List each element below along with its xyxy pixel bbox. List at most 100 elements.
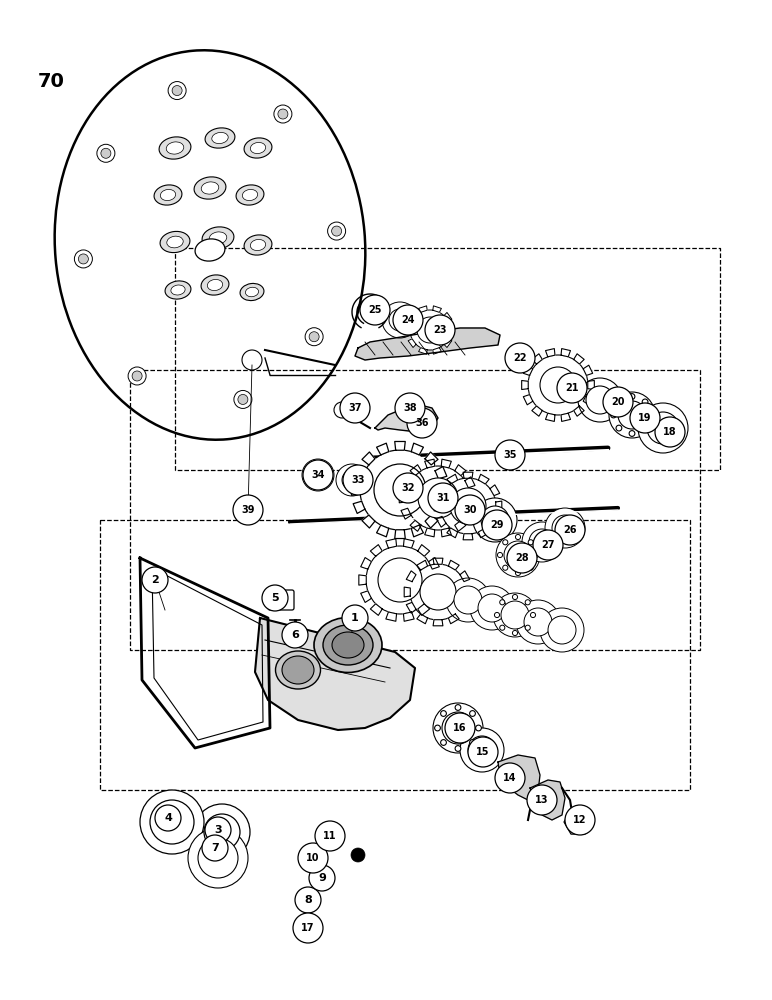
Text: 18: 18 [663, 427, 677, 437]
Circle shape [454, 586, 482, 614]
Polygon shape [377, 443, 389, 455]
Circle shape [629, 394, 635, 399]
Text: 8: 8 [304, 895, 312, 905]
Polygon shape [574, 406, 584, 416]
Text: 35: 35 [503, 450, 516, 460]
Polygon shape [411, 525, 423, 537]
Circle shape [528, 565, 533, 570]
Polygon shape [496, 501, 502, 511]
Circle shape [298, 918, 318, 938]
Polygon shape [466, 587, 472, 597]
Circle shape [499, 600, 505, 605]
Polygon shape [401, 477, 411, 488]
Circle shape [468, 737, 498, 767]
Circle shape [238, 394, 248, 404]
Polygon shape [440, 485, 449, 495]
Text: 1: 1 [351, 613, 359, 623]
Circle shape [168, 82, 186, 100]
Circle shape [142, 567, 168, 593]
Circle shape [522, 522, 562, 562]
Circle shape [630, 403, 660, 433]
Circle shape [96, 144, 115, 162]
Circle shape [435, 725, 440, 731]
Circle shape [309, 865, 335, 891]
Circle shape [393, 305, 423, 335]
Circle shape [303, 895, 313, 905]
Circle shape [351, 848, 365, 862]
Circle shape [326, 832, 334, 840]
Polygon shape [361, 591, 371, 602]
Text: 29: 29 [490, 520, 504, 530]
Circle shape [407, 408, 437, 438]
Circle shape [317, 874, 327, 882]
Polygon shape [479, 474, 489, 484]
Polygon shape [375, 405, 438, 432]
Circle shape [616, 425, 621, 431]
Polygon shape [564, 810, 592, 834]
Polygon shape [418, 604, 430, 615]
Circle shape [262, 585, 288, 611]
Polygon shape [587, 380, 594, 390]
Circle shape [305, 328, 323, 346]
Text: 12: 12 [574, 815, 587, 825]
Polygon shape [532, 406, 542, 416]
Polygon shape [450, 326, 454, 334]
Ellipse shape [194, 177, 226, 199]
Circle shape [482, 510, 512, 540]
Circle shape [540, 367, 576, 403]
Polygon shape [436, 516, 446, 527]
Circle shape [642, 425, 648, 431]
Polygon shape [522, 380, 528, 390]
Circle shape [469, 711, 476, 716]
Polygon shape [377, 525, 389, 537]
Polygon shape [465, 477, 475, 488]
Circle shape [274, 105, 292, 123]
Circle shape [233, 495, 263, 525]
Polygon shape [418, 348, 427, 354]
Text: 26: 26 [564, 525, 577, 535]
Ellipse shape [244, 235, 272, 255]
Circle shape [513, 594, 517, 600]
Circle shape [494, 612, 499, 618]
Ellipse shape [167, 236, 183, 248]
Circle shape [332, 226, 342, 236]
Circle shape [389, 309, 411, 331]
Circle shape [516, 600, 560, 644]
Circle shape [342, 605, 368, 631]
Ellipse shape [159, 137, 191, 159]
Circle shape [565, 805, 595, 835]
Polygon shape [417, 560, 428, 570]
Circle shape [309, 332, 319, 342]
Ellipse shape [250, 239, 266, 251]
Polygon shape [490, 485, 499, 496]
Circle shape [441, 711, 446, 716]
Circle shape [629, 431, 635, 436]
Polygon shape [442, 528, 452, 537]
Polygon shape [479, 528, 489, 538]
Text: 31: 31 [436, 493, 450, 503]
Circle shape [642, 399, 648, 405]
Circle shape [586, 386, 614, 414]
Circle shape [282, 622, 308, 648]
Circle shape [478, 594, 506, 622]
Polygon shape [583, 365, 593, 375]
Circle shape [128, 367, 146, 385]
Text: 14: 14 [503, 773, 516, 783]
Polygon shape [433, 306, 442, 312]
Polygon shape [425, 515, 438, 528]
Circle shape [321, 827, 339, 845]
Polygon shape [530, 780, 565, 820]
Ellipse shape [245, 287, 259, 297]
Ellipse shape [323, 625, 373, 665]
Circle shape [79, 254, 88, 264]
Polygon shape [408, 312, 416, 321]
Circle shape [468, 736, 496, 764]
Circle shape [455, 705, 461, 710]
Circle shape [507, 543, 537, 573]
Circle shape [340, 393, 370, 423]
Circle shape [336, 464, 368, 496]
Polygon shape [411, 443, 423, 455]
Text: 39: 39 [241, 505, 255, 515]
Text: 24: 24 [401, 315, 415, 325]
Circle shape [504, 541, 532, 569]
